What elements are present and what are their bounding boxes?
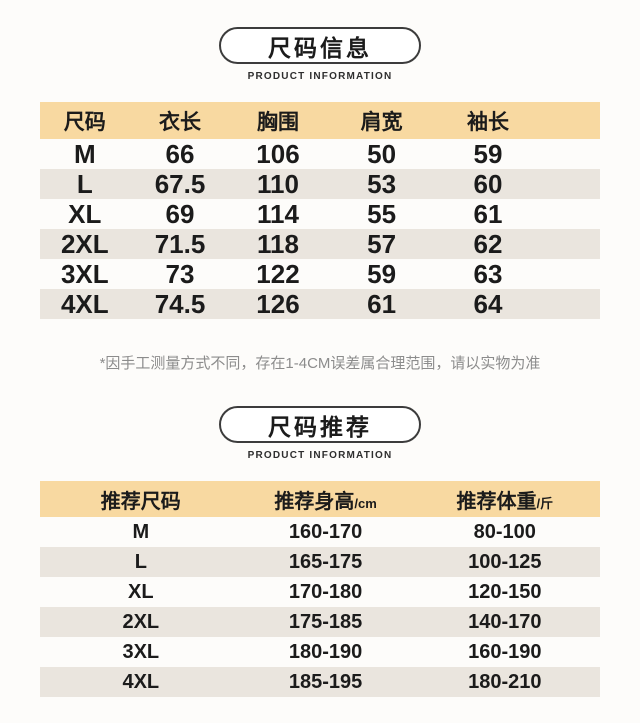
table-row: 2XL 175-185 140-170: [40, 607, 600, 637]
col-header-shoulder-width: 肩宽: [360, 110, 403, 134]
table-cell: 67.5: [154, 169, 206, 199]
table-cell: 74.5: [154, 289, 206, 319]
table-cell: 59: [473, 139, 503, 169]
table-cell: 114: [257, 199, 299, 229]
table-cell: 61: [473, 199, 503, 229]
size-label: M: [132, 520, 150, 543]
table-cell: 69: [165, 199, 195, 229]
col-header-garment-length: 衣长: [158, 110, 201, 134]
size-recommend-title: 尺码推荐: [268, 413, 372, 440]
table-cell: 120-150: [468, 580, 542, 603]
col-header-recommended-height: 推荐身高/cm: [242, 485, 410, 514]
table-row: L 165-175 100-125: [40, 547, 600, 577]
table-cell: 160-190: [468, 640, 542, 663]
col-header-size: 尺码: [63, 110, 106, 134]
table-cell: 140-170: [468, 610, 542, 633]
table-cell: 55: [367, 199, 397, 229]
table-cell: 106: [256, 139, 300, 169]
col-header-label: 推荐尺码: [100, 490, 181, 513]
size-label: 2XL: [60, 229, 109, 259]
table-row: 4XL 185-195 180-210: [40, 667, 600, 697]
table-row: XL 170-180 120-150: [40, 577, 600, 607]
size-chart-header-row: 尺码 衣长 胸围 肩宽 袖长: [40, 102, 600, 139]
size-recommend-section: 尺码推荐 PRODUCT INFORMATION 推荐尺码 推荐身高/cm 推荐…: [0, 406, 640, 697]
size-label: 3XL: [122, 640, 160, 663]
col-header-unit: /斤: [536, 495, 554, 511]
table-cell: 126: [256, 289, 300, 319]
size-info-section: 尺码信息 PRODUCT INFORMATION 尺码 衣长 胸围 肩宽 袖长 …: [40, 27, 600, 372]
table-cell: 165-175: [288, 550, 363, 573]
table-cell: 59: [367, 259, 397, 289]
table-cell: 62: [473, 229, 503, 259]
col-header-recommended-size: 推荐尺码: [40, 485, 242, 514]
table-cell: 175-185: [288, 610, 363, 633]
table-cell: 64: [473, 289, 503, 319]
size-recommend-table: 推荐尺码 推荐身高/cm 推荐体重/斤 M 160-170 80-100 L 1…: [40, 481, 600, 697]
table-cell: 170-180: [288, 580, 363, 603]
table-cell: 160-170: [288, 520, 363, 543]
table-row: M 160-170 80-100: [40, 517, 600, 547]
size-label: M: [73, 139, 96, 169]
col-header-recommended-weight: 推荐体重/斤: [410, 485, 600, 514]
col-header-sleeve-length: 袖长: [466, 110, 509, 134]
size-info-title-badge: 尺码信息: [219, 27, 421, 64]
size-label: 4XL: [122, 670, 160, 693]
table-row: M 66 106 50 59: [40, 139, 600, 169]
table-cell: 180-210: [468, 670, 542, 693]
table-cell: 57: [367, 229, 397, 259]
table-cell: 118: [257, 229, 299, 259]
table-row: XL 69 114 55 61: [40, 199, 600, 229]
table-cell: 53: [367, 169, 397, 199]
size-recommend-subtitle: PRODUCT INFORMATION: [247, 450, 393, 461]
col-header-unit: /cm: [354, 495, 377, 511]
size-label: XL: [68, 199, 102, 229]
table-cell: 71.5: [154, 229, 206, 259]
size-label: 4XL: [60, 289, 109, 319]
table-cell: 73: [165, 259, 195, 289]
table-row: L 67.5 110 53 60: [40, 169, 600, 199]
size-label: L: [76, 169, 93, 199]
size-label: 3XL: [60, 259, 109, 289]
table-row: 2XL 71.5 118 57 62: [40, 229, 600, 259]
measurement-disclaimer: *因手工测量方式不同，存在1-4CM误差属合理范围，请以实物为准: [99, 355, 541, 372]
col-header-label: 推荐身高: [274, 490, 355, 513]
recommend-header-row: 推荐尺码 推荐身高/cm 推荐体重/斤: [40, 481, 600, 517]
size-info-title: 尺码信息: [268, 34, 372, 61]
size-chart-table: 尺码 衣长 胸围 肩宽 袖长 M 66 106 50 59 L 67.5 110…: [40, 102, 600, 319]
table-row: 3XL 180-190 160-190: [40, 637, 600, 667]
table-cell: 61: [367, 289, 397, 319]
table-cell: 122: [256, 259, 300, 289]
size-label: L: [134, 550, 147, 573]
table-cell: 80-100: [473, 520, 536, 543]
col-header-bust: 胸围: [256, 110, 299, 134]
size-label: XL: [128, 580, 154, 603]
table-cell: 50: [367, 139, 397, 169]
size-info-subtitle: PRODUCT INFORMATION: [247, 71, 393, 82]
table-row: 4XL 74.5 126 61 64: [40, 289, 600, 319]
size-recommend-title-badge: 尺码推荐: [219, 406, 421, 443]
table-row: 3XL 73 122 59 63: [40, 259, 600, 289]
col-header-label: 推荐体重: [456, 490, 537, 513]
table-cell: 63: [473, 259, 503, 289]
table-cell: 110: [257, 169, 299, 199]
size-label: 2XL: [122, 610, 160, 633]
table-cell: 185-195: [288, 670, 363, 693]
table-cell: 66: [165, 139, 195, 169]
table-cell: 100-125: [468, 550, 542, 573]
table-cell: 60: [473, 169, 503, 199]
table-cell: 180-190: [288, 640, 363, 663]
